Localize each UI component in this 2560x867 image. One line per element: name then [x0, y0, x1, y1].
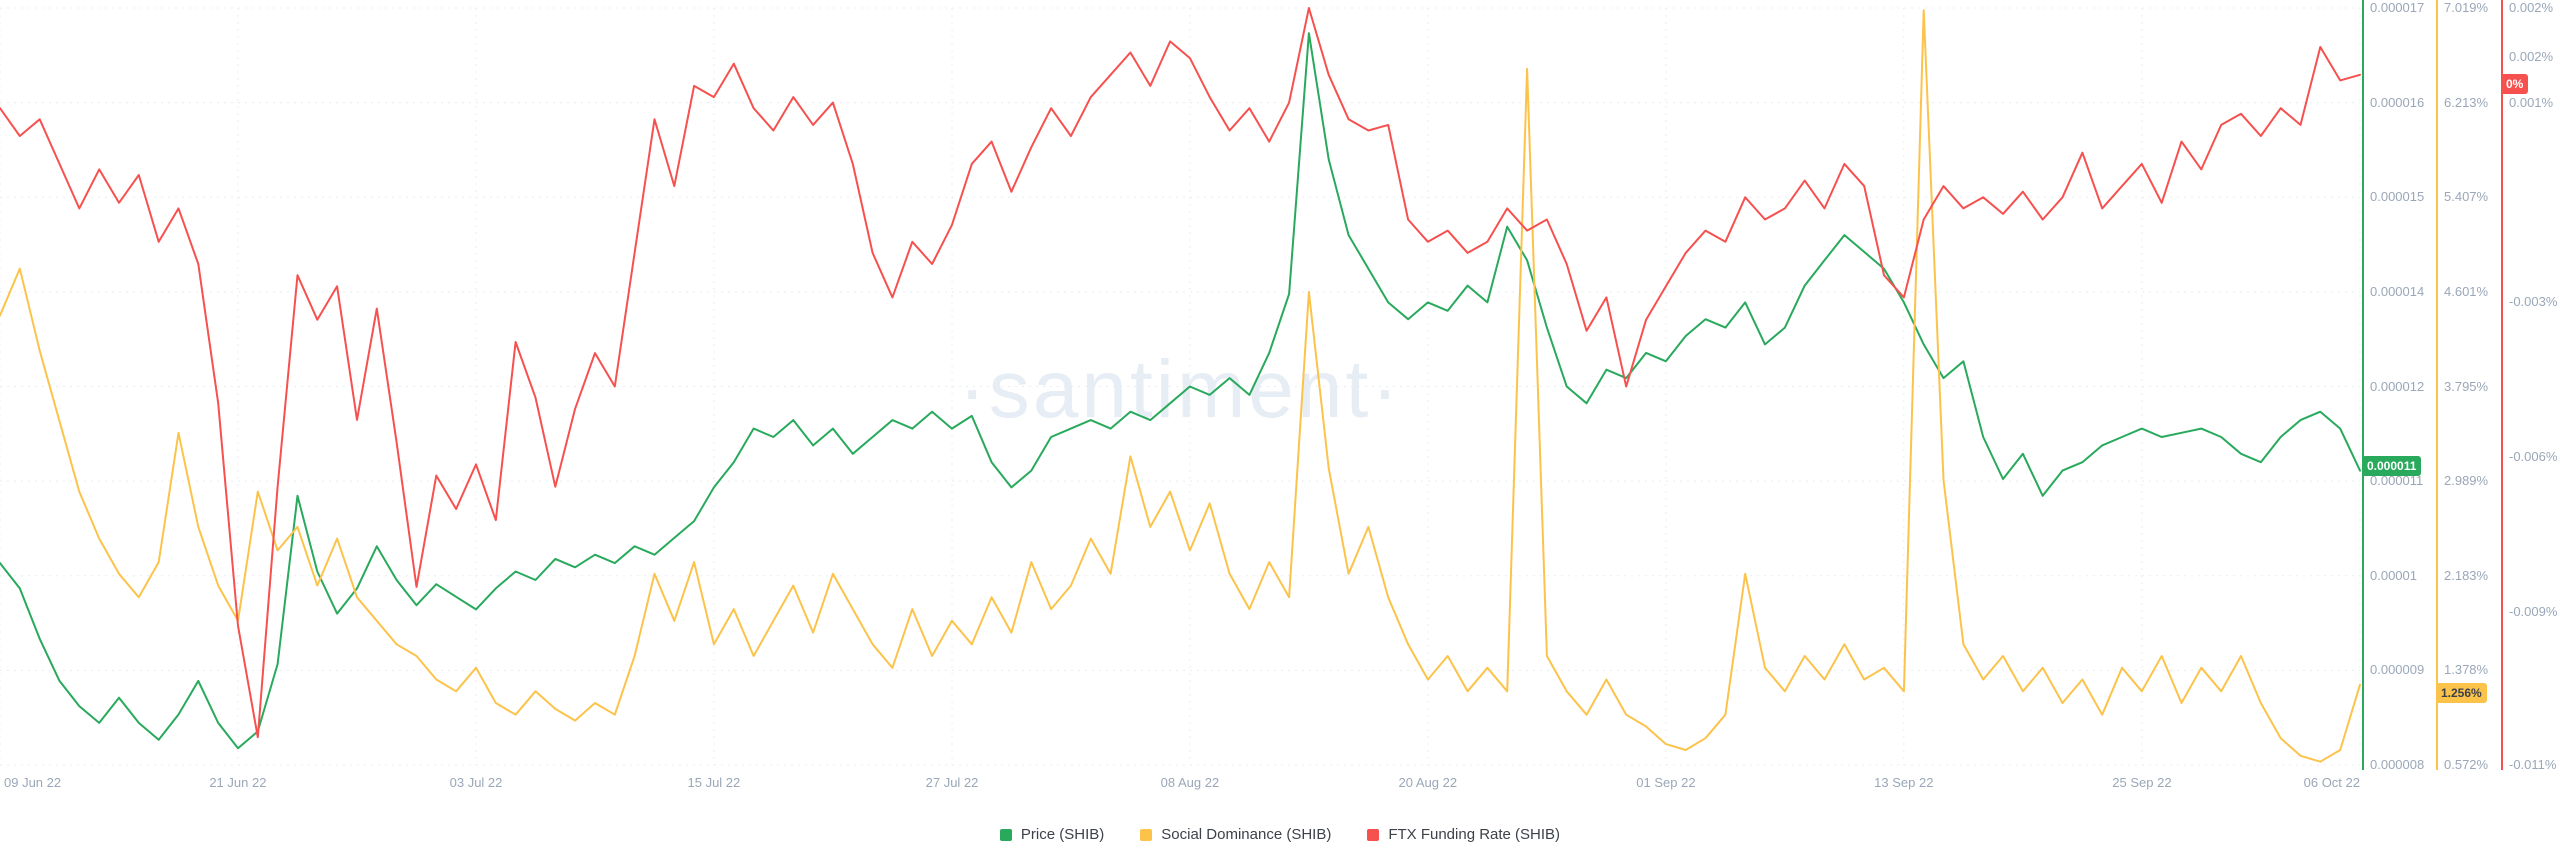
- x-axis-label: 06 Oct 22: [2303, 775, 2360, 790]
- axis-tick-label: -0.006%: [2509, 448, 2558, 464]
- axis-tick-label: 6.213%: [2444, 94, 2489, 110]
- axis-tick-label: 0.000014: [2370, 283, 2425, 299]
- axis-tick-label: 0.000009: [2370, 662, 2425, 678]
- axis-tick-label: 0.00001: [2370, 567, 2417, 583]
- social-dominance-swatch: [1140, 828, 1153, 841]
- x-axis-label: 15 Jul 22: [687, 775, 741, 790]
- ftx-funding-rate-swatch: [1367, 828, 1380, 841]
- legend-label-price: Price (SHIB): [1020, 826, 1105, 843]
- legend-item-ftx-funding-rate[interactable]: FTX Funding Rate (SHIB): [1367, 826, 1560, 843]
- axis-tick-label: 0.002%: [2509, 49, 2554, 65]
- funding-rate-axis-badge: 0%: [2501, 73, 2529, 94]
- social-dominance-axis-badge: 1.256%: [2436, 683, 2487, 704]
- axis-tick-label: -0.009%: [2509, 604, 2558, 620]
- legend-label-ftx-funding-rate: FTX Funding Rate (SHIB): [1388, 826, 1561, 843]
- axis-tick-label: 1.378%: [2444, 662, 2489, 678]
- axis-tick-label: 0.002%: [2509, 0, 2554, 15]
- axis-tick-label: 0.000017: [2370, 0, 2425, 15]
- axis-tick-label: -0.011%: [2509, 757, 2557, 772]
- price-swatch: [999, 828, 1012, 841]
- x-axis-label: 21 Jun 22: [209, 775, 267, 790]
- price-axis-badge: 0.000011: [2362, 455, 2422, 476]
- x-axis-label: 27 Jul 22: [925, 775, 979, 790]
- axis-tick-label: 0.572%: [2444, 757, 2489, 772]
- series-line-1: [0, 9, 2361, 763]
- axis-tick-label: 0.000011: [2370, 473, 2424, 489]
- axis-tick-label: 0.000008: [2370, 757, 2425, 772]
- series-line-2: [0, 7, 2361, 739]
- x-axis-label: 03 Jul 22: [449, 775, 503, 790]
- legend-label-social-dominance: Social Dominance (SHIB): [1161, 826, 1332, 843]
- chart-legend: Price (SHIB) Social Dominance (SHIB) FTX…: [0, 826, 2560, 843]
- x-axis-label: 09 Jun 22: [4, 775, 62, 790]
- x-axis-label: 20 Aug 22: [1398, 775, 1458, 790]
- x-axis-label: 01 Sep 22: [1636, 775, 1696, 790]
- axis-tick-label: 4.601%: [2444, 283, 2489, 299]
- legend-item-price[interactable]: Price (SHIB): [999, 826, 1105, 843]
- x-axis-label: 25 Sep 22: [2112, 775, 2172, 790]
- axis-tick-label: 7.019%: [2444, 0, 2489, 15]
- axis-tick-label: 3.795%: [2444, 378, 2489, 394]
- legend-item-social-dominance[interactable]: Social Dominance (SHIB): [1140, 826, 1331, 843]
- axis-tick-label: 2.989%: [2444, 473, 2489, 489]
- x-axis-label: 13 Sep 22: [1874, 775, 1934, 790]
- chart-canvas[interactable]: [0, 0, 2560, 770]
- axis-tick-label: 0.000015: [2370, 189, 2425, 205]
- axis-tick-label: 0.000016: [2370, 94, 2425, 110]
- axis-tick-label: -0.003%: [2509, 293, 2558, 309]
- santiment-watermark: ·santiment·: [958, 344, 1402, 435]
- series-line-0: [0, 32, 2361, 750]
- axis-tick-label: 2.183%: [2444, 567, 2489, 583]
- axis-tick-label: 5.407%: [2444, 189, 2489, 205]
- axis-tick-label: 0.000012: [2370, 378, 2425, 394]
- x-axis-label: 08 Aug 22: [1160, 775, 1220, 790]
- axis-tick-label: 0.001%: [2509, 95, 2554, 111]
